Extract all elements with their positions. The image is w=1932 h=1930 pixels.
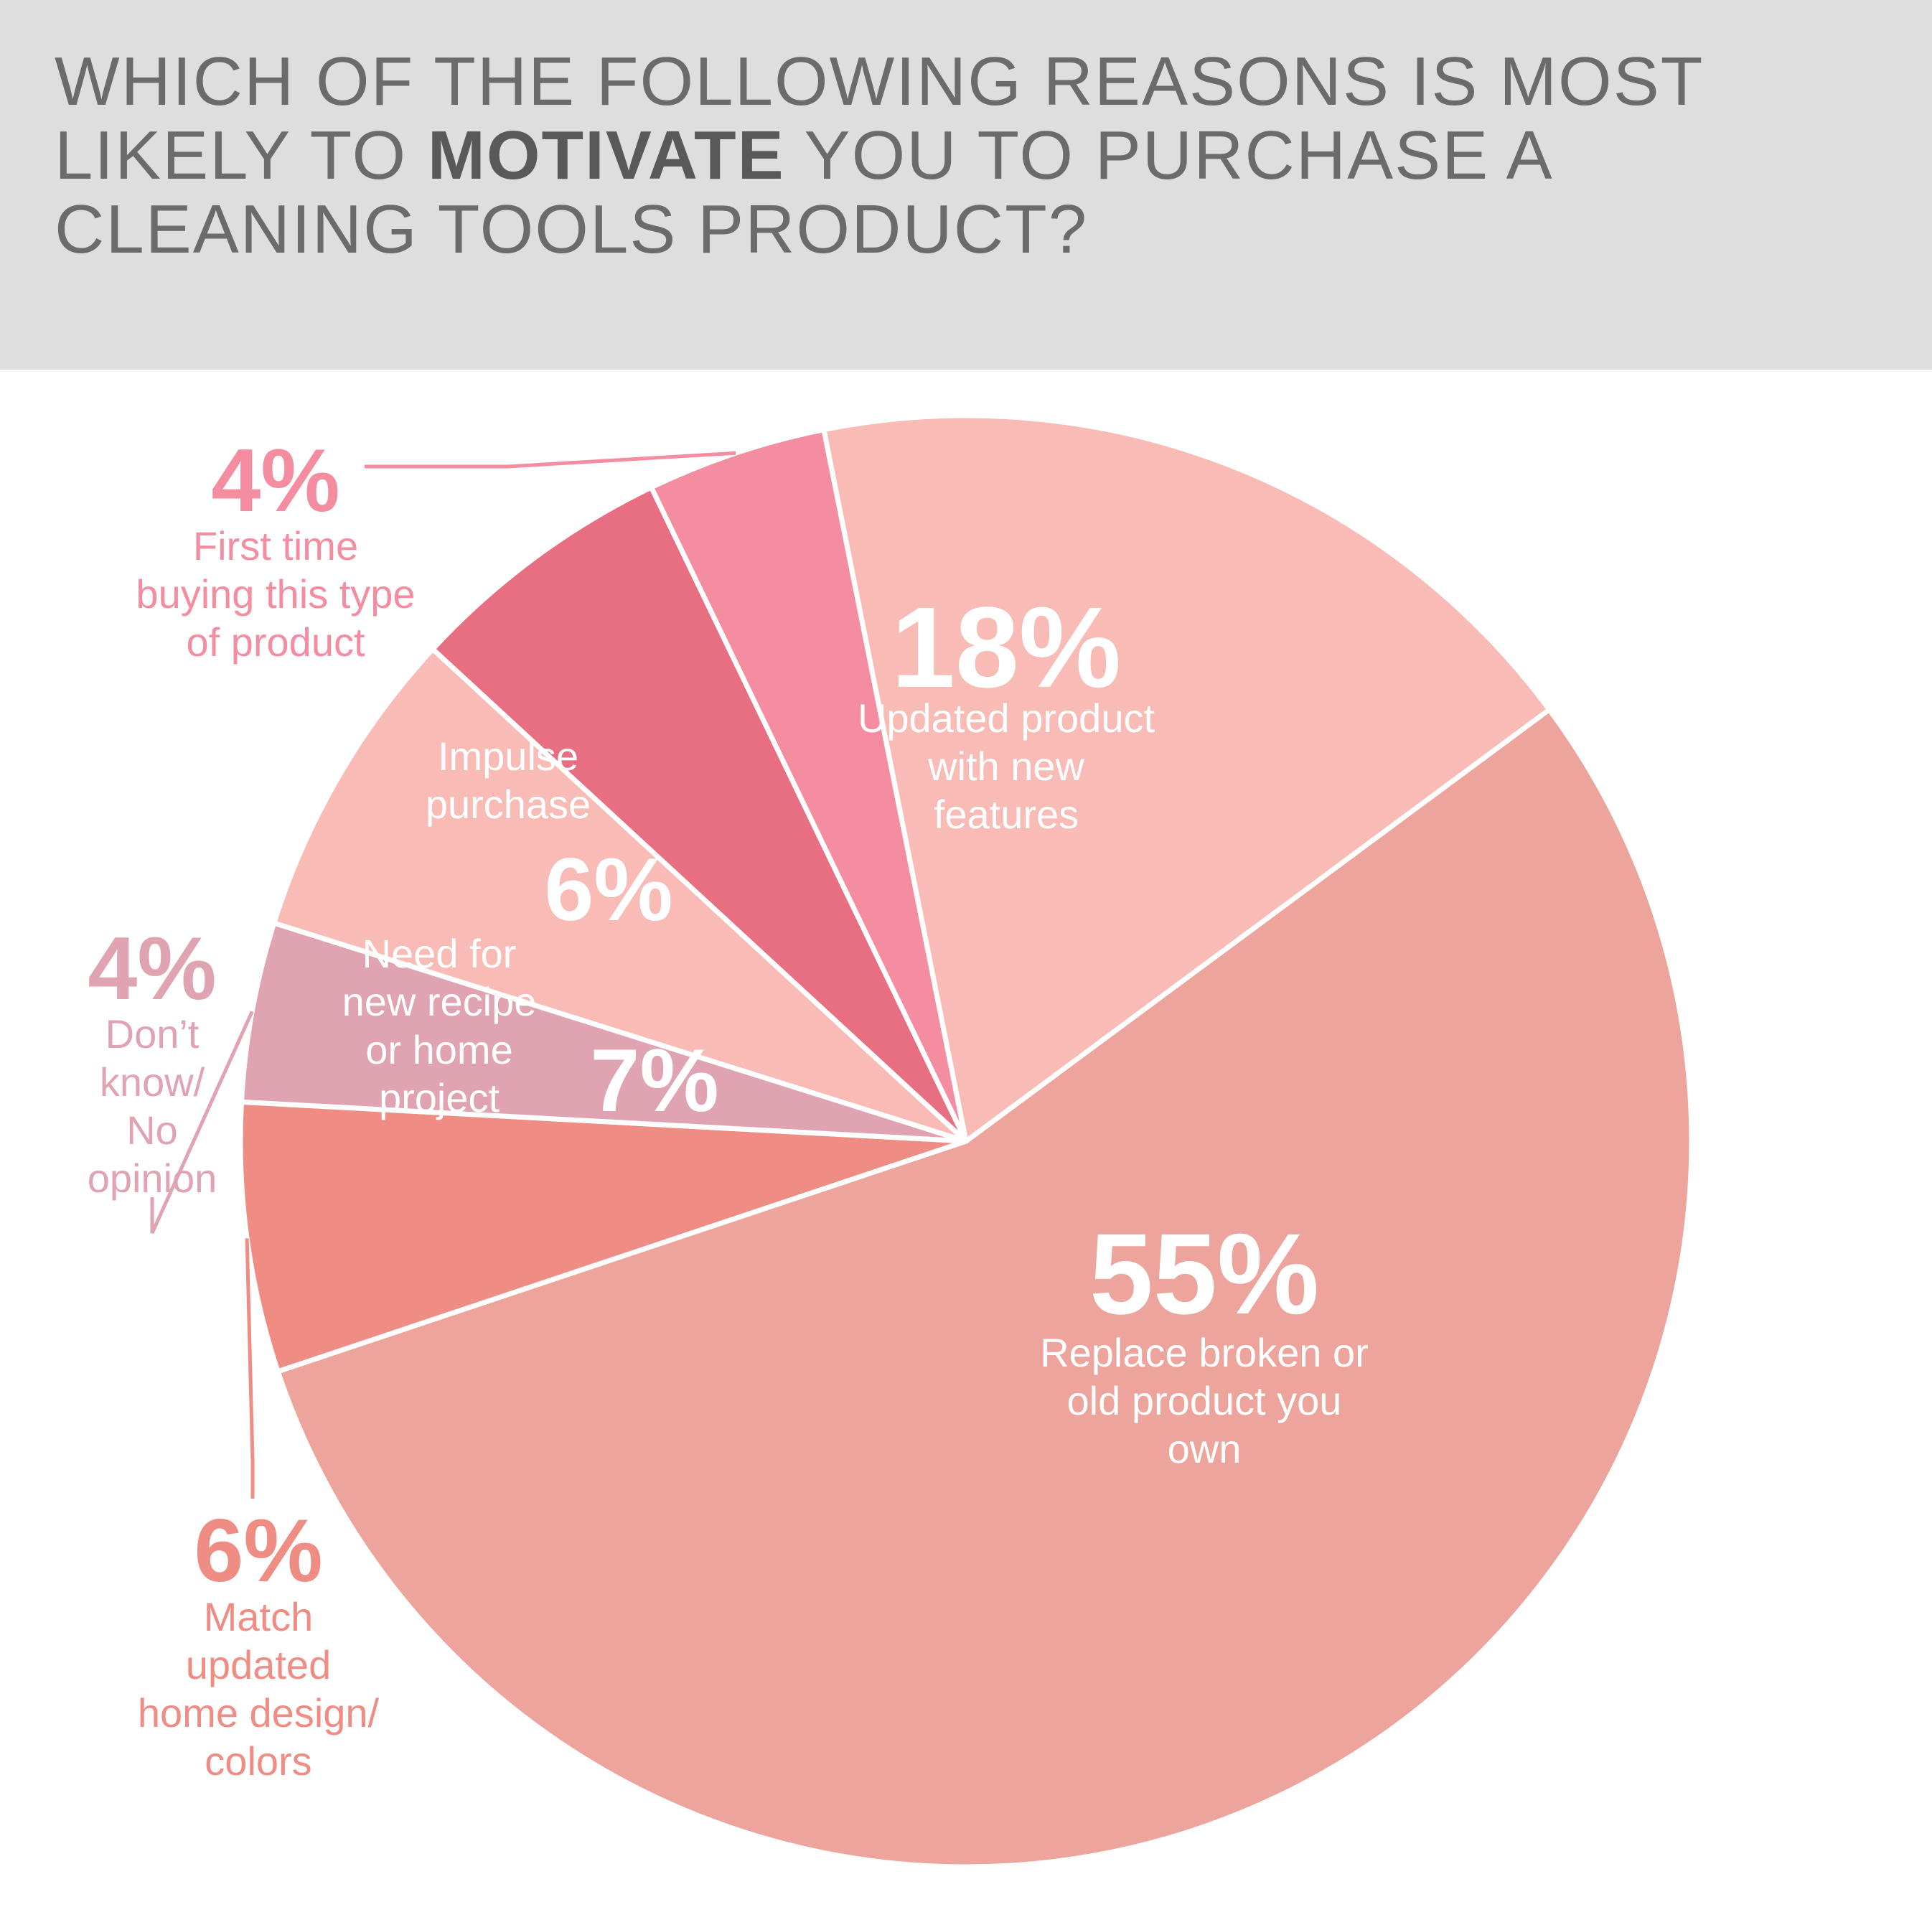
- slice-label-line: Replace broken or: [1040, 1330, 1369, 1375]
- slice-value-match: 6%: [194, 1502, 322, 1601]
- slice-label-recipe: Need for new recipe or home project: [342, 931, 537, 1120]
- slice-label-line: First time: [193, 523, 358, 568]
- leader-lines: [150, 451, 736, 1499]
- slice-label-line: Don’t: [105, 1011, 200, 1057]
- slice-label-line: opinion: [88, 1156, 217, 1201]
- pie-slice-recipe: [271, 646, 969, 1144]
- slice-label-line: home design/: [138, 1690, 380, 1735]
- slice-label-line: Impulse: [438, 734, 578, 779]
- slice-value-replace: 55%: [1089, 1209, 1319, 1338]
- slice-label-firsttime: First time buying this type of product: [136, 523, 415, 665]
- slice-label-line: Need for: [362, 931, 517, 976]
- leader-line-dontknow: [150, 1011, 254, 1235]
- slice-label-line: features: [934, 792, 1079, 837]
- title-text-before: WHICH OF THE FOLLOWING REASONS IS MOST L…: [55, 43, 1703, 194]
- slice-label-line: know/: [100, 1059, 205, 1105]
- slice-value-dontknow: 4%: [88, 919, 216, 1018]
- slice-label-line: colors: [205, 1738, 311, 1784]
- title-text-after: YOU TO PURCHASE A CLEANING TOOLS PRODUCT…: [55, 117, 1550, 268]
- pie-slice-impulse: [430, 484, 969, 1144]
- pie-slice-firsttime: [649, 427, 969, 1144]
- slice-label-line: own: [1168, 1426, 1242, 1471]
- slice-label-dontknow: Don’t know/No opinion: [88, 1011, 217, 1201]
- header-banner: [0, 0, 1932, 370]
- pie-slice-replace: [275, 707, 1694, 1870]
- slice-label-line: purchase: [426, 782, 591, 827]
- slice-label-line: No: [126, 1107, 178, 1153]
- pie-slice-match: [238, 1099, 969, 1374]
- chart-title: WHICH OF THE FOLLOWING REASONS IS MOST L…: [55, 44, 1892, 266]
- slice-value-updated: 18%: [891, 583, 1121, 711]
- leader-line-match: [245, 1238, 255, 1499]
- slice-label-line: or home: [365, 1027, 512, 1072]
- slice-label-line: buying this type: [136, 571, 415, 617]
- slice-label-impulse: Impulse purchase: [426, 734, 591, 827]
- pie-slice-updated: [821, 413, 1552, 1144]
- slice-label-line: Match: [204, 1594, 314, 1639]
- pie-slices: [236, 411, 1696, 1871]
- slice-value-firsttime: 4%: [211, 431, 339, 530]
- slice-value-impulse: 6%: [544, 840, 672, 940]
- slice-label-line: Updated product: [858, 695, 1155, 741]
- title-emphasis: MOTIVATE: [427, 117, 785, 194]
- slice-label-line: with new: [927, 744, 1084, 789]
- slice-value-recipe: 7%: [590, 1031, 718, 1130]
- slice-label-replace: Replace broken or old product you own: [1040, 1330, 1369, 1471]
- slice-label-match: Match updated home design/colors: [138, 1594, 380, 1784]
- slice-label-line: updated: [186, 1642, 331, 1687]
- slice-label-line: project: [379, 1075, 500, 1120]
- slice-label-line: old product you: [1067, 1378, 1342, 1423]
- leader-line-firsttime: [365, 451, 736, 469]
- slice-label-line: new recipe: [342, 979, 537, 1024]
- slice-labels: 55%Replace broken or old product you own 6%…: [88, 431, 1369, 1784]
- slice-label-line: of product: [186, 619, 365, 665]
- slice-label-updated: Updated product with new features: [858, 695, 1155, 837]
